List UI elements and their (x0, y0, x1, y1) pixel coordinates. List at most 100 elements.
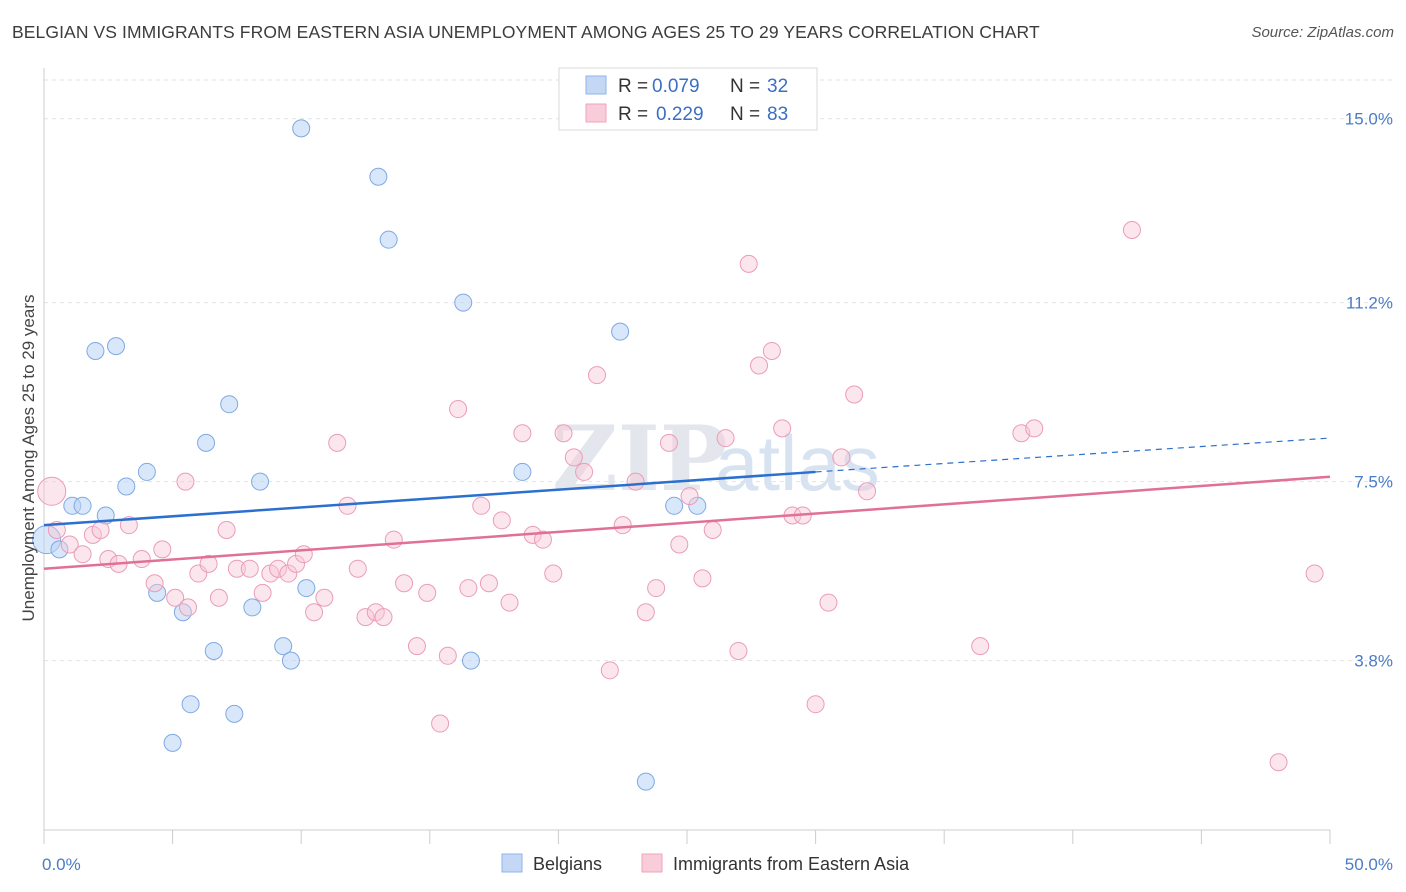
belgians-point-27 (513, 462, 532, 481)
belgians-point-8 (137, 462, 156, 481)
belgians-point-20 (281, 651, 300, 670)
eastern-asia-point-83 (1269, 753, 1288, 772)
eastern-asia-point-18 (217, 521, 236, 539)
belgians-point-14 (204, 641, 223, 660)
eastern-asia-point-61 (670, 535, 689, 554)
eastern-asia-point-75 (832, 448, 851, 467)
eastern-asia-point-81 (1122, 221, 1141, 239)
legend-r-value-2: 0.229 (656, 104, 704, 125)
chart-title: BELGIAN VS IMMIGRANTS FROM EASTERN ASIA … (12, 22, 1040, 42)
belgians-point-30 (665, 496, 684, 515)
eastern-asia-point-69 (762, 341, 781, 360)
eastern-asia-point-3 (73, 545, 92, 564)
eastern-asia-point-54 (587, 366, 606, 385)
eastern-asia-point-21 (253, 583, 272, 602)
eastern-asia-point-47 (513, 424, 532, 443)
y-tick-label-0: 3.8% (1354, 652, 1393, 671)
belgians-point-22 (292, 119, 311, 138)
eastern-asia-point-12 (166, 588, 185, 607)
eastern-asia-point-73 (806, 695, 825, 714)
eastern-asia-point-28 (315, 588, 334, 607)
eastern-asia-point-36 (395, 574, 414, 593)
belgians-point-13 (197, 433, 216, 452)
source-label: Source: ZipAtlas.com (1251, 24, 1394, 41)
eastern-asia-point-80 (1025, 419, 1044, 438)
eastern-asia-point-53 (575, 462, 594, 481)
eastern-asia-point-70 (773, 419, 792, 438)
eastern-asia-point-42 (459, 579, 478, 598)
eastern-asia-point-66 (729, 641, 748, 660)
x-tick-label-end: 50.0% (1345, 855, 1393, 874)
eastern-asia-point-59 (647, 579, 666, 598)
eastern-asia-point-52 (564, 448, 583, 467)
eastern-asia-point-62 (680, 487, 699, 506)
bottom-legend: Belgians Immigrants from Eastern Asia (501, 853, 910, 874)
belgians-point-21 (297, 579, 316, 598)
eastern-asia-point-77 (858, 482, 877, 501)
eastern-asia-point-37 (407, 637, 426, 656)
belgians-point-11 (163, 733, 182, 752)
y-tick-label-2: 11.2% (1346, 294, 1393, 313)
belgians-point-1 (50, 540, 69, 559)
bottom-swatch-belgians (501, 853, 523, 873)
trend-lines (43, 437, 1331, 570)
legend-n-label-2: N = (730, 104, 760, 125)
bottom-legend-eastern-asia: Immigrants from Eastern Asia (673, 854, 910, 874)
eastern-asia-point-9 (132, 550, 151, 569)
eastern-asia-point-64 (703, 521, 722, 539)
belgians-point-16 (225, 704, 244, 723)
eastern-asia-point-55 (600, 661, 619, 680)
eastern-asia-point-35 (384, 530, 403, 549)
legend-r-label-1: R = (618, 76, 648, 97)
legend-r-value-1: 0.079 (652, 76, 700, 97)
legend-n-value-2: 83 (767, 104, 788, 125)
eastern-asia-point-39 (431, 714, 450, 733)
eastern-asia-point-76 (845, 385, 864, 404)
y-tick-label-3: 15.0% (1345, 110, 1393, 129)
x-tick-label-start: 0.0% (42, 855, 81, 874)
eastern-asia-point-82 (1305, 564, 1324, 583)
eastern-asia-point-57 (626, 472, 645, 491)
eastern-asia-point-60 (659, 433, 678, 452)
eastern-asia-point-17 (209, 588, 228, 607)
axes (43, 68, 1331, 844)
eastern-asia-point-78 (971, 637, 990, 656)
belgians-point-6 (107, 337, 126, 356)
eastern-asia-point-31 (348, 559, 367, 578)
belgians-point-19 (274, 637, 293, 656)
eastern-asia-point-25 (287, 554, 306, 573)
eastern-asia-point-41 (449, 400, 468, 419)
eastern-asia-point-27 (305, 603, 324, 622)
legend-swatch-eastern-asia (585, 103, 607, 123)
belgians-point-26 (461, 651, 480, 670)
eastern-asia-point-38 (418, 583, 437, 602)
belgians-trend-extension (815, 437, 1331, 473)
eastern-asia-point-10 (145, 574, 164, 593)
belgians-point-18 (251, 472, 270, 491)
belgians-point-23 (369, 167, 388, 186)
eastern-asia-point-74 (819, 593, 838, 612)
top-legend: R = 0.079 N = 32 R = 0.229 N = 83 (558, 67, 818, 131)
eastern-asia-point-56 (613, 516, 632, 535)
eastern-asia-point-67 (739, 254, 758, 273)
legend-r-label-2: R = (618, 104, 648, 125)
belgians-point-3 (73, 496, 92, 515)
eastern-asia-point-2 (60, 535, 79, 554)
belgians-point-24 (379, 230, 398, 249)
eastern-asia-point-34 (374, 608, 393, 627)
eastern-asia-point-40 (438, 646, 457, 665)
legend-n-label-1: N = (730, 76, 760, 97)
belgians-point-25 (454, 293, 473, 312)
belgians-point-31 (688, 496, 707, 515)
eastern-asia-point-24 (279, 564, 298, 583)
eastern-asia-point-50 (544, 564, 563, 583)
y-tick-labels: 3.8% 7.5% 11.2% 15.0% (1345, 110, 1393, 671)
x-tick-labels: 0.0% 50.0% (42, 855, 1393, 874)
eastern-asia-point-13 (179, 598, 198, 617)
belgians-point-29 (636, 772, 655, 791)
eastern-asia-point-11 (153, 540, 172, 559)
eastern-asia-point-8 (119, 516, 138, 535)
belgians-point-17 (243, 598, 262, 617)
eastern-asia-point-65 (716, 429, 735, 448)
